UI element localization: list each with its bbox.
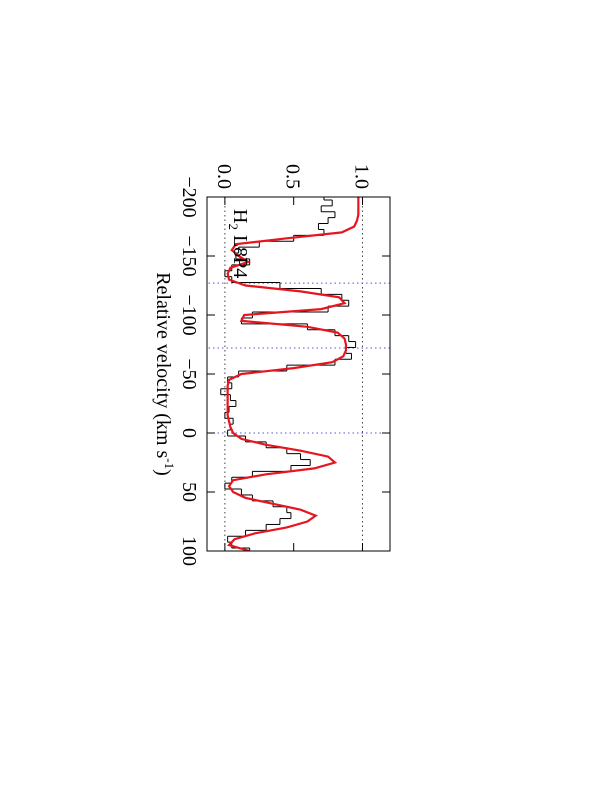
x-tick-label: −150 [178, 235, 200, 276]
x-tick-label: 0 [178, 428, 200, 438]
x-tick-label: 50 [178, 482, 200, 502]
x-label-text: Relative velocity (km s [152, 272, 174, 458]
x-tick-label: −100 [178, 294, 200, 335]
rotated-plot: H2 L8P4 Relative velocity (km s-1) −200 −… [152, 164, 391, 566]
plot-area [207, 197, 390, 551]
label-sub: 2 [226, 223, 241, 230]
x-label-end: ) [152, 469, 174, 476]
line-label: H2 L8P4 [226, 209, 251, 278]
model-line [226, 197, 360, 551]
label-rest: L8P4 [229, 230, 251, 278]
x-tick-label: 100 [178, 536, 200, 566]
x-axis-label: Relative velocity (km s-1) [152, 272, 177, 476]
y-tick-label: 0.5 [282, 164, 304, 189]
y-tick-label: 0.0 [213, 164, 235, 189]
x-label-sup: -1 [162, 458, 177, 469]
y-tick-label: 1.0 [350, 164, 372, 189]
x-tick-label: −50 [178, 358, 200, 389]
x-tick-label: −200 [178, 176, 200, 217]
label-text: H [229, 209, 251, 223]
